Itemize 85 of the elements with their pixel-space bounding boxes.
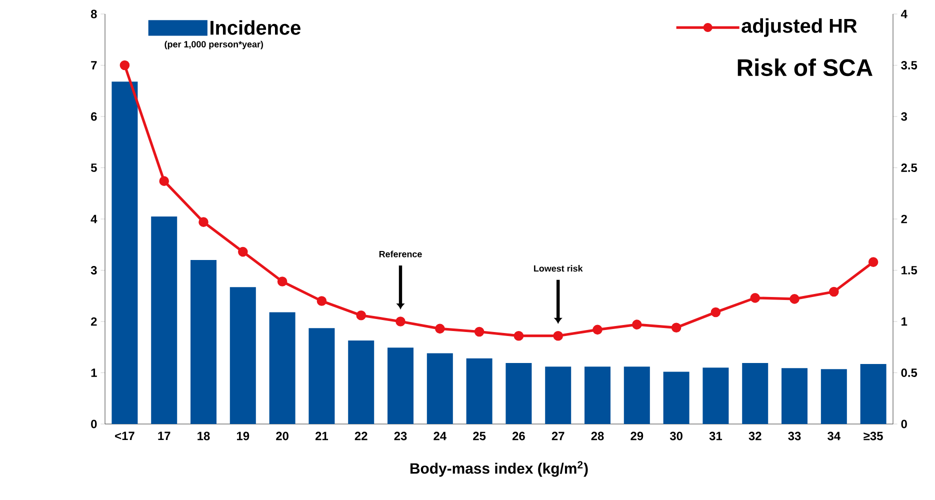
y-tick-label: 2 — [91, 317, 97, 326]
x-tick-label: 20 — [276, 432, 288, 440]
point — [120, 60, 130, 70]
x-tick-label: 21 — [315, 432, 328, 440]
bar — [230, 287, 256, 424]
bar — [663, 372, 690, 424]
point — [474, 326, 484, 337]
point — [435, 324, 445, 334]
point — [198, 217, 208, 227]
x-tick-label: 30 — [670, 432, 682, 440]
bar — [782, 368, 808, 424]
y-tick-label: 1 — [91, 368, 97, 377]
x-tick-label: <17 — [115, 432, 134, 440]
bar — [426, 353, 453, 424]
bar — [506, 363, 532, 424]
point — [514, 330, 524, 341]
x-tick-label: 33 — [788, 432, 801, 440]
point — [868, 257, 878, 267]
y-tick-label: 4 — [90, 214, 98, 224]
x-tick-label: 24 — [434, 432, 446, 440]
bar — [820, 369, 847, 424]
bar — [584, 366, 611, 424]
bar — [860, 364, 886, 424]
point — [396, 316, 406, 326]
x-tick-label: 34 — [828, 432, 840, 440]
x-tick-label: 26 — [512, 432, 525, 440]
bar — [308, 328, 335, 424]
bar — [190, 260, 217, 424]
y2-tick-label: 3 — [901, 112, 907, 121]
x-tick-label: 32 — [748, 432, 762, 440]
point — [238, 246, 248, 257]
y-tick-label: 3 — [90, 266, 97, 274]
point — [316, 296, 327, 306]
y2-tick-label: 3.5 — [901, 61, 918, 70]
annotation: (per 1,000 person*year) — [164, 40, 264, 50]
point — [277, 276, 288, 286]
y2-tick-label: 4 — [900, 10, 908, 18]
bar — [269, 312, 296, 424]
point — [671, 322, 682, 333]
bar — [545, 366, 572, 424]
x-tick-label: 18 — [198, 432, 210, 440]
x-tick-label: 25 — [473, 432, 486, 440]
y2-tick-label: 1.5 — [902, 266, 918, 274]
bar — [112, 82, 138, 424]
point — [710, 307, 721, 318]
y2-tick-label: 2 — [901, 214, 907, 224]
y-tick-label: 7 — [91, 61, 97, 70]
x-tick-label: 27 — [552, 432, 564, 440]
text: Risk of SCA — [738, 58, 872, 76]
x-tick-label: 28 — [591, 432, 604, 440]
point — [592, 324, 602, 335]
annotation: Reference — [379, 250, 422, 258]
bar — [466, 358, 492, 424]
x-tick-label: 22 — [354, 432, 368, 440]
y-tick-label: 5 — [90, 164, 97, 172]
point — [632, 320, 642, 330]
bar — [702, 368, 729, 424]
x-tick-label: 19 — [237, 432, 250, 440]
point — [790, 294, 800, 304]
x-tick-label: 31 — [709, 432, 722, 440]
x-tick-label: 23 — [394, 432, 407, 440]
bar — [388, 348, 414, 424]
point — [750, 293, 760, 303]
y-tick-label: 0 — [91, 420, 97, 428]
point — [159, 176, 170, 186]
y2-tick-label: 2.5 — [901, 164, 918, 172]
point — [829, 286, 839, 297]
point — [356, 310, 366, 320]
bar — [151, 216, 178, 424]
x-axis-title: Body-mass index (kg/m$^{2}$) — [410, 461, 588, 477]
bar — [348, 340, 374, 424]
legend-label: Incidence — [210, 20, 300, 35]
bar — [742, 363, 768, 424]
y2-tick-label: 0.5 — [901, 368, 918, 377]
legend-label: adjusted HR — [742, 18, 857, 37]
x-tick-label: 29 — [630, 432, 644, 440]
y-tick-label: 6 — [91, 112, 97, 121]
annotation: Lowest risk — [534, 265, 583, 272]
x-tick-label: 17 — [158, 432, 170, 440]
y-tick-label: 8 — [90, 10, 97, 18]
y2-tick-label: 0 — [901, 420, 907, 428]
x-tick-label: ≥35 — [864, 432, 883, 440]
y2-tick-label: 1 — [902, 317, 908, 326]
bar — [624, 366, 650, 424]
point — [553, 330, 564, 341]
